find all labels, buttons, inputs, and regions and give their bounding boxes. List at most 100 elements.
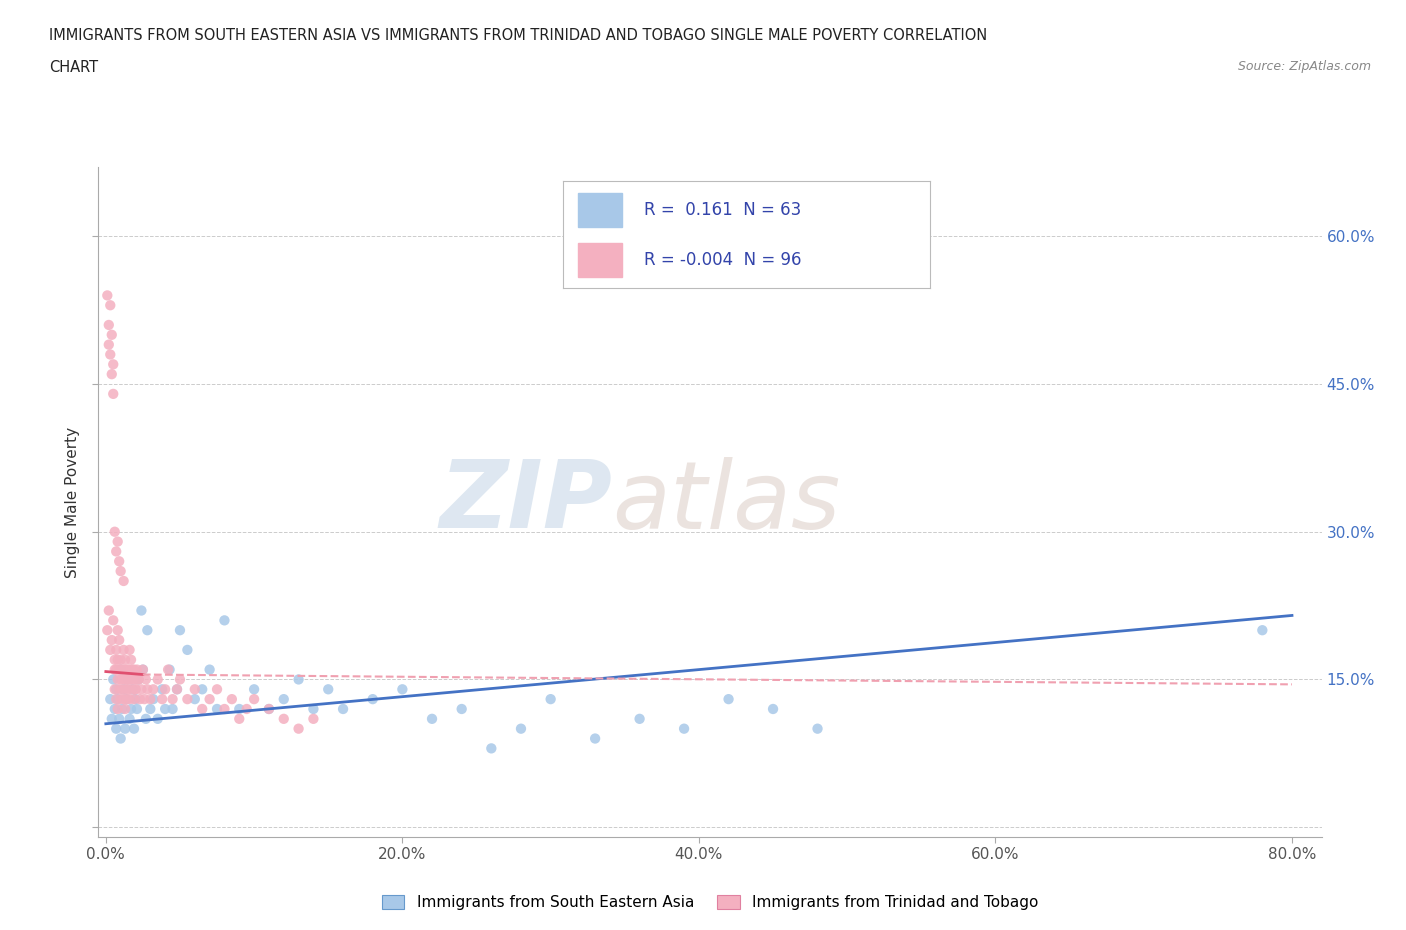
Point [132, 662, 155, 677]
Point [98, 692, 121, 707]
Point [129, 692, 152, 707]
Point [302, 701, 325, 716]
Point [118, 711, 141, 726]
Point [98, 347, 121, 362]
Point [191, 701, 214, 716]
Point [112, 682, 135, 697]
Point [107, 623, 129, 638]
Point [108, 632, 131, 647]
Point [97, 338, 120, 352]
Point [205, 682, 228, 697]
Point [583, 731, 606, 746]
Point [157, 662, 180, 677]
Point [169, 672, 191, 687]
Legend: Immigrants from South Eastern Asia, Immigrants from Trinidad and Tobago: Immigrants from South Eastern Asia, Immi… [375, 889, 1045, 916]
Point [673, 722, 696, 737]
Point [112, 574, 135, 589]
Point [166, 682, 188, 697]
Point [361, 692, 384, 707]
Point [111, 662, 134, 677]
Point [114, 652, 136, 667]
Point [117, 662, 139, 677]
Point [127, 672, 149, 687]
Point [121, 682, 143, 697]
Point [108, 662, 131, 677]
Point [184, 682, 207, 697]
Point [117, 662, 139, 677]
Point [105, 692, 128, 707]
Point [112, 643, 135, 658]
Point [98, 298, 121, 312]
Point [124, 692, 146, 707]
Point [122, 722, 145, 737]
Point [142, 692, 165, 707]
Point [105, 544, 128, 559]
Point [104, 682, 127, 697]
Point [131, 682, 153, 697]
Point [98, 643, 121, 658]
Text: CHART: CHART [49, 60, 98, 75]
Point [114, 722, 136, 737]
Y-axis label: Single Male Poverty: Single Male Poverty [65, 427, 80, 578]
Point [221, 692, 243, 707]
Text: Source: ZipAtlas.com: Source: ZipAtlas.com [1237, 60, 1371, 73]
Point [110, 564, 132, 578]
Point [134, 692, 156, 707]
Point [302, 711, 325, 726]
Point [105, 643, 128, 658]
Point [479, 741, 502, 756]
Point [125, 662, 148, 677]
Point [332, 701, 354, 716]
Point [127, 672, 149, 687]
Point [121, 662, 143, 677]
Point [96, 623, 118, 638]
Text: atlas: atlas [612, 457, 841, 548]
Point [273, 692, 295, 707]
Text: ZIP: ZIP [439, 457, 612, 548]
Point [243, 682, 266, 697]
Point [169, 623, 191, 638]
Point [104, 525, 127, 539]
Point [136, 623, 159, 638]
Point [176, 643, 198, 658]
Point [146, 711, 169, 726]
Point [121, 672, 143, 687]
Point [108, 682, 131, 697]
Point [287, 672, 309, 687]
Point [110, 652, 132, 667]
Point [100, 366, 122, 381]
Point [115, 672, 138, 687]
Point [122, 662, 145, 677]
Point [150, 692, 173, 707]
Point [228, 711, 250, 726]
Point [132, 662, 155, 677]
Point [214, 613, 236, 628]
Point [120, 682, 142, 697]
Point [117, 672, 139, 687]
Point [139, 692, 162, 707]
Point [153, 701, 176, 716]
Point [127, 672, 149, 687]
Point [114, 701, 136, 716]
Point [111, 701, 134, 716]
Point [257, 701, 280, 716]
Point [112, 672, 135, 687]
Point [115, 672, 138, 687]
Point [125, 701, 148, 716]
Point [153, 682, 176, 697]
Point [159, 662, 181, 677]
Point [450, 701, 472, 716]
Point [105, 662, 128, 677]
Point [118, 672, 141, 687]
Point [287, 722, 309, 737]
Point [136, 682, 159, 697]
Point [118, 692, 141, 707]
Point [150, 682, 173, 697]
Point [540, 692, 562, 707]
Point [273, 711, 295, 726]
Point [162, 692, 184, 707]
Point [122, 692, 145, 707]
Point [100, 327, 122, 342]
Point [205, 701, 228, 716]
Point [214, 701, 236, 716]
